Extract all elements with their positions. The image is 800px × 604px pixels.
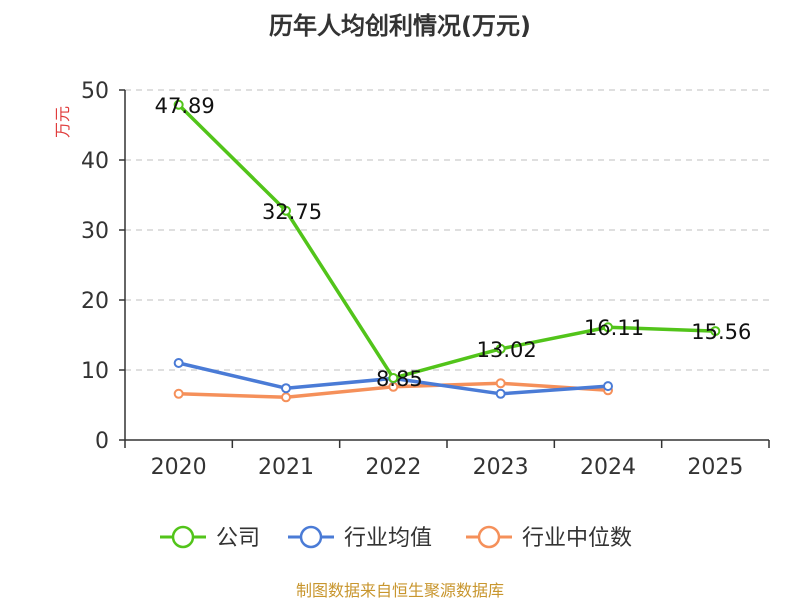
y-tick-label: 50	[81, 79, 109, 104]
data-point	[495, 343, 506, 354]
legend-label: 行业中位数	[522, 526, 632, 551]
legend-marker	[299, 525, 323, 549]
data-point	[173, 358, 184, 368]
data-point	[495, 388, 506, 399]
data-label: 15.56	[691, 320, 751, 344]
data-label: 13.02	[477, 338, 537, 362]
data-point	[710, 326, 721, 337]
x-tick-label: 2022	[365, 455, 421, 480]
data-point	[281, 392, 291, 403]
y-tick-label: 10	[81, 359, 109, 384]
y-tick-label: 20	[81, 289, 109, 314]
grid-lines	[125, 89, 769, 371]
data-point	[495, 378, 506, 389]
data-point	[603, 381, 613, 392]
x-tick-label: 2023	[473, 455, 529, 480]
data-label: 32.75	[262, 200, 322, 224]
x-tick-label: 2021	[258, 455, 314, 480]
legend-marker	[171, 525, 195, 549]
legend-item: 行业均值	[288, 525, 432, 551]
series-layer	[173, 99, 721, 403]
series-line	[177, 103, 716, 380]
y-tick-label: 0	[95, 429, 109, 454]
data-label: 16.11	[584, 316, 644, 340]
x-tick-label: 2020	[151, 455, 207, 480]
data-label: 8.85	[376, 367, 423, 391]
data-point	[173, 99, 184, 110]
source-note: 制图数据来自恒生聚源数据库	[296, 581, 504, 600]
data-point	[173, 388, 184, 399]
data-point	[281, 205, 291, 216]
y-tick-label: 40	[81, 149, 109, 174]
legend: 公司 行业均值 行业中位数	[160, 525, 632, 551]
data-labels: 47.89 32.75 8.85 13.02 16.11 15.56	[155, 94, 752, 391]
legend-item: 行业中位数	[466, 525, 632, 551]
axes: 0 10 20 30 40 50 2020 2021 2022 2023 2024 2025	[81, 79, 770, 480]
data-label: 47.89	[155, 94, 215, 118]
series-0	[173, 99, 721, 384]
legend-label: 公司	[216, 526, 260, 551]
legend-label: 行业均值	[344, 526, 432, 551]
legend-item: 公司	[160, 525, 260, 551]
data-point	[603, 322, 613, 333]
x-tick-label: 2024	[580, 455, 636, 480]
data-point	[388, 373, 399, 384]
y-axis-label: 万元	[53, 106, 72, 138]
legend-marker	[477, 525, 501, 549]
data-point	[281, 383, 291, 394]
x-tick-label: 2025	[687, 455, 743, 480]
y-tick-label: 30	[81, 219, 109, 244]
chart-title: 历年人均创利情况(万元)	[269, 12, 531, 40]
